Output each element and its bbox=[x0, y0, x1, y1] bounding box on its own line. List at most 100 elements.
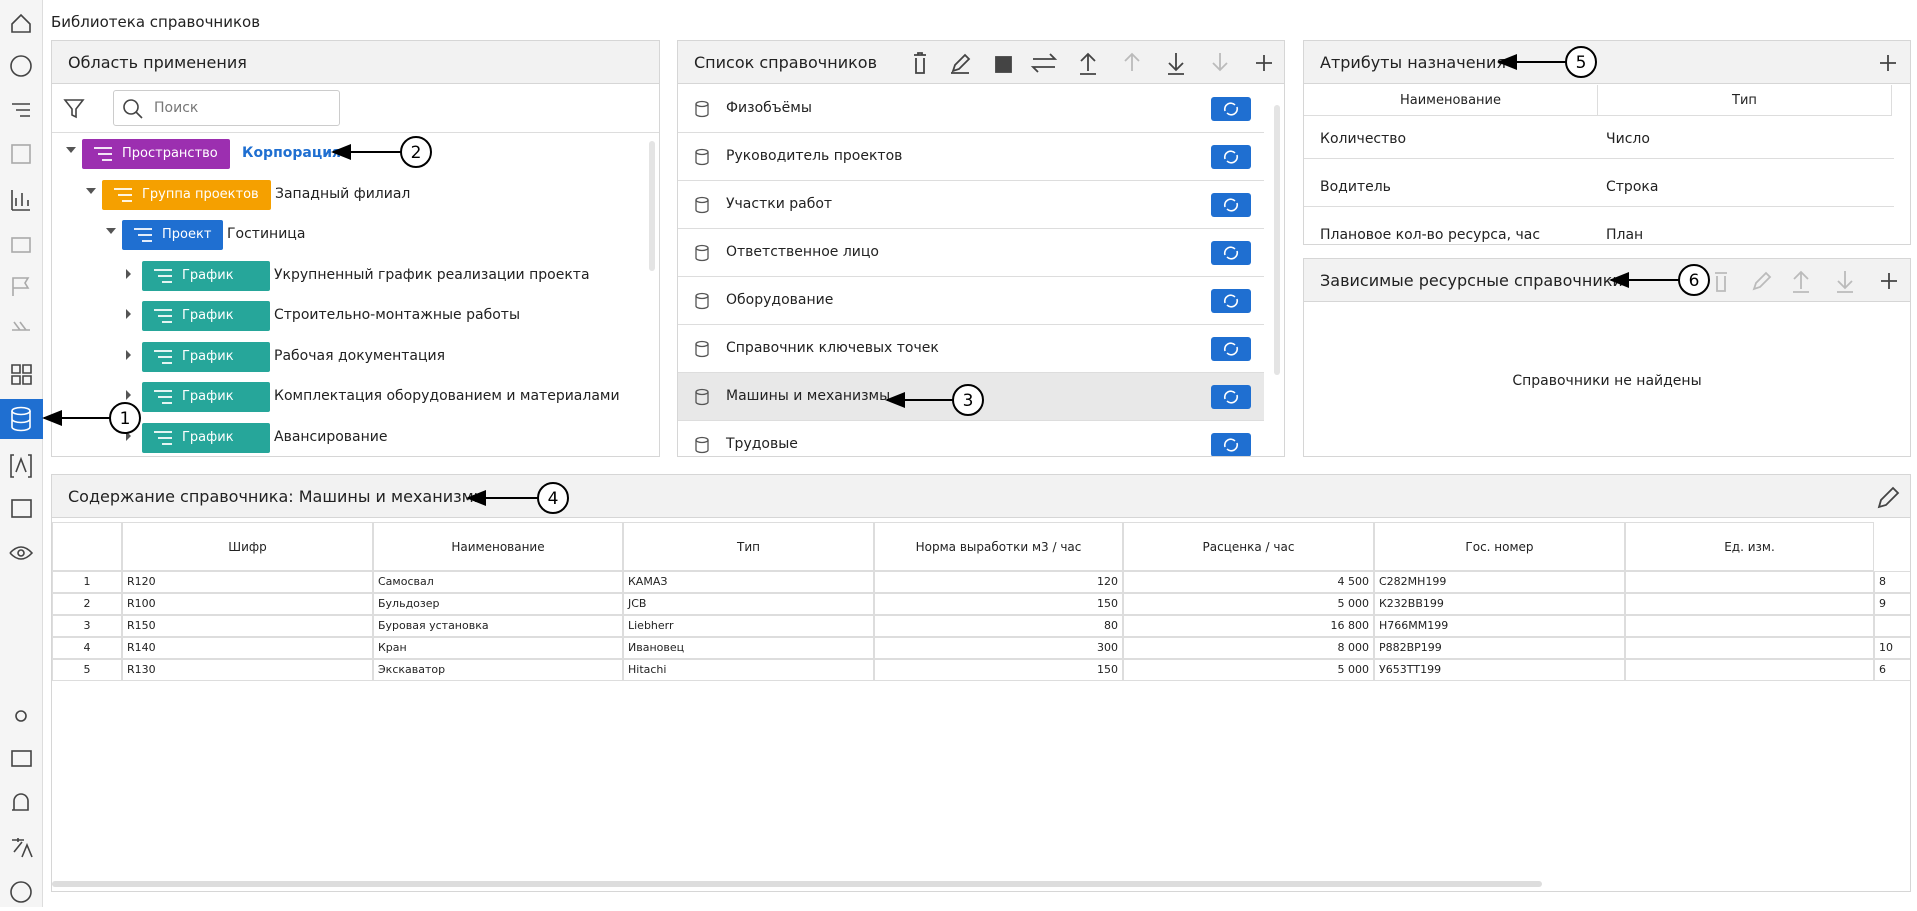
theme-icon[interactable] bbox=[15, 710, 27, 722]
download-btn[interactable] bbox=[1168, 53, 1184, 75]
bell-icon[interactable] bbox=[12, 793, 29, 811]
list-item[interactable]: Справочник ключевых точек bbox=[678, 325, 1264, 373]
swap-btn[interactable] bbox=[1030, 53, 1058, 73]
tree-tag[interactable]: Группа проектов bbox=[102, 179, 271, 210]
callout-number: 5 bbox=[1576, 53, 1587, 73]
add-btn[interactable] bbox=[1881, 273, 1897, 289]
attributes-panel: Атрибуты назначения Наименование Тип Колич… bbox=[1303, 40, 1911, 245]
chat-icon[interactable] bbox=[11, 750, 32, 767]
tree-tag[interactable]: Проект bbox=[122, 220, 224, 250]
callout-number: 6 bbox=[1689, 271, 1700, 291]
sync-btn[interactable] bbox=[1211, 289, 1251, 313]
callout-number: 1 bbox=[120, 409, 131, 429]
board-icon[interactable] bbox=[11, 144, 31, 164]
panel-title: Область применения bbox=[52, 41, 659, 84]
delete-btn[interactable] bbox=[1715, 272, 1727, 292]
active-item[interactable] bbox=[0, 399, 43, 439]
sync-btn[interactable] bbox=[1211, 193, 1251, 217]
tree-label[interactable]: Авансирование bbox=[274, 428, 388, 445]
tree-label[interactable]: Комплектация оборудованием и материалами bbox=[274, 388, 620, 404]
sync-btn[interactable] bbox=[1211, 97, 1251, 121]
edit-btn[interactable] bbox=[1752, 271, 1772, 291]
list-item[interactable]: Участки работ bbox=[678, 181, 1264, 229]
cell: 120 bbox=[874, 571, 1123, 593]
caret bbox=[126, 349, 136, 360]
download2-btn[interactable] bbox=[1212, 53, 1228, 72]
calendar-icon[interactable] bbox=[11, 499, 32, 518]
grid-icon[interactable] bbox=[11, 364, 32, 385]
list-item[interactable]: Оборудование bbox=[678, 277, 1264, 325]
cell: Н766ММ199 bbox=[1374, 615, 1625, 637]
caret bbox=[106, 228, 116, 234]
item-label: Справочник ключевых точек bbox=[726, 340, 939, 356]
tree-tag[interactable]: График bbox=[142, 422, 270, 453]
info-icon[interactable] bbox=[10, 881, 32, 903]
sync-btn[interactable] bbox=[1211, 433, 1251, 456]
translate-icon[interactable] bbox=[12, 838, 33, 858]
chart-icon[interactable] bbox=[11, 190, 30, 211]
column-header: Гос. номер bbox=[1374, 522, 1625, 571]
tree-tag[interactable]: График bbox=[142, 301, 270, 331]
cell: 300 bbox=[874, 637, 1123, 659]
cell: Буровая установка bbox=[373, 615, 623, 637]
item-label: Руководитель проектов bbox=[726, 148, 903, 164]
cell: R150 bbox=[122, 615, 373, 637]
upload-btn[interactable] bbox=[1793, 270, 1809, 293]
list-item[interactable]: Руководитель проектов bbox=[678, 133, 1264, 181]
globe-icon[interactable] bbox=[10, 55, 32, 77]
edit-btn[interactable] bbox=[951, 53, 971, 74]
add-btn[interactable] bbox=[1256, 55, 1272, 71]
list-item[interactable]: Физобъёмы bbox=[678, 85, 1264, 133]
download-btn[interactable] bbox=[1837, 271, 1853, 293]
lines-icon[interactable] bbox=[12, 321, 30, 331]
delete-btn[interactable] bbox=[914, 52, 926, 74]
sync-btn[interactable] bbox=[1211, 241, 1251, 265]
toolbar bbox=[914, 52, 1272, 75]
column-header: Тип bbox=[1598, 85, 1892, 116]
sync-btn[interactable] bbox=[1211, 385, 1251, 409]
tree-label[interactable]: Западный филиал bbox=[275, 185, 411, 202]
tree-tag[interactable]: График bbox=[142, 382, 270, 412]
tree-label[interactable]: Рабочая документация bbox=[274, 347, 446, 364]
filter-icon[interactable] bbox=[62, 96, 86, 120]
list-item[interactable]: Трудовые bbox=[678, 421, 1264, 456]
tree-label[interactable]: Укрупненный график реализации проекта bbox=[274, 266, 590, 283]
cell: 2 bbox=[52, 593, 122, 615]
upload2-btn[interactable] bbox=[1124, 52, 1140, 71]
cell: 8 000 bbox=[1123, 637, 1374, 659]
caret bbox=[126, 390, 136, 400]
tree-tag[interactable]: График bbox=[142, 260, 270, 291]
schedule-icon[interactable] bbox=[12, 103, 30, 117]
cell: Строка bbox=[1606, 179, 1659, 195]
cell: 5 000 bbox=[1123, 659, 1374, 681]
sync-btn[interactable] bbox=[1211, 337, 1251, 361]
cell: R140 bbox=[122, 637, 373, 659]
home-icon[interactable] bbox=[11, 13, 31, 33]
tree-label[interactable]: Строительно-монтажные работы bbox=[274, 307, 520, 323]
eye-icon[interactable] bbox=[9, 546, 34, 560]
search-input[interactable]: Поиск bbox=[113, 90, 340, 126]
callout: 4 bbox=[466, 482, 569, 514]
page-title: Библиотека справочников bbox=[51, 13, 261, 31]
tree-tag[interactable]: График bbox=[142, 341, 270, 372]
cell: К232ВВ199 bbox=[1374, 593, 1625, 615]
item-label: Физобъёмы bbox=[726, 100, 812, 116]
sync-btn[interactable] bbox=[1211, 145, 1251, 169]
list-item[interactable]: Ответственное лицо bbox=[678, 229, 1264, 277]
callout-number: 4 bbox=[548, 489, 559, 509]
cell: С282МН199 bbox=[1374, 571, 1625, 593]
add-btn[interactable] bbox=[1874, 49, 1902, 77]
upload-btn[interactable] bbox=[1080, 52, 1096, 75]
panel-title: Атрибуты назначения bbox=[1304, 41, 1910, 84]
tree-label[interactable]: Корпорация bbox=[242, 145, 342, 161]
tree-label[interactable]: Гостиница bbox=[227, 226, 306, 242]
edit-btn[interactable] bbox=[1874, 483, 1902, 511]
text-icon[interactable] bbox=[10, 454, 32, 478]
windows-icon[interactable] bbox=[11, 237, 31, 253]
cell: R100 bbox=[122, 593, 373, 615]
tree-tag[interactable]: Пространство bbox=[82, 139, 230, 169]
column-header: Наименование bbox=[373, 522, 623, 571]
flag-icon[interactable] bbox=[12, 277, 30, 296]
copy-btn[interactable] bbox=[995, 56, 1012, 73]
item-label: Трудовые bbox=[726, 436, 798, 452]
